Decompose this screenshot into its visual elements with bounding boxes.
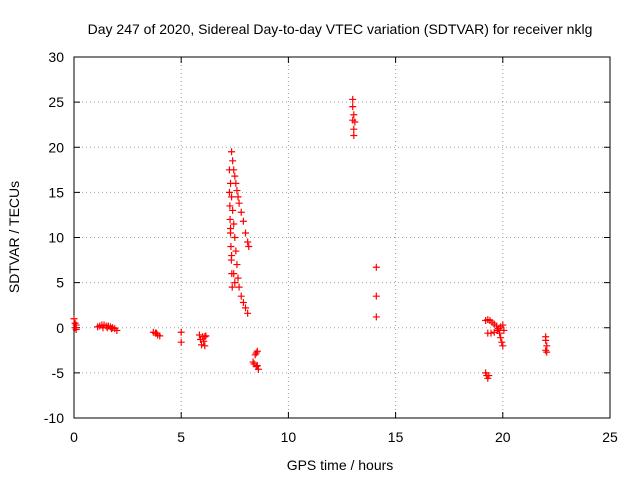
data-point <box>234 274 242 282</box>
data-point <box>233 187 241 195</box>
data-point <box>372 313 380 321</box>
data-point <box>254 365 262 373</box>
data-point <box>543 342 551 350</box>
data-point <box>201 333 209 341</box>
data-point <box>201 342 209 350</box>
data-point <box>233 261 241 269</box>
data-point <box>372 263 380 271</box>
data-point <box>108 325 116 333</box>
data-point <box>227 243 235 251</box>
data-point <box>226 215 234 223</box>
data-point <box>349 103 357 111</box>
data-point <box>253 362 261 370</box>
data-point <box>177 338 185 346</box>
x-tick-label: 15 <box>388 429 404 445</box>
y-tick-label: 30 <box>48 49 64 65</box>
data-point <box>244 309 252 317</box>
data-point <box>153 329 161 337</box>
data-point <box>235 199 243 207</box>
data-point <box>542 336 550 344</box>
x-tick-label: 0 <box>70 429 78 445</box>
data-point <box>113 326 121 334</box>
data-point <box>349 95 357 103</box>
data-point <box>235 283 243 291</box>
data-point <box>497 334 505 342</box>
x-tick-label: 20 <box>495 429 511 445</box>
data-point <box>239 217 247 225</box>
y-tick-label: 0 <box>56 320 64 336</box>
data-point <box>493 326 501 334</box>
data-point <box>351 118 359 126</box>
data-point <box>225 188 233 196</box>
data-point <box>195 331 203 339</box>
data-point <box>234 193 242 201</box>
data-points <box>70 95 551 382</box>
data-point <box>242 304 250 312</box>
data-point <box>232 247 240 255</box>
data-point <box>230 166 238 174</box>
data-point <box>103 324 111 332</box>
data-point <box>252 349 260 357</box>
data-point <box>543 348 551 356</box>
data-point <box>237 292 245 300</box>
data-point <box>490 328 498 336</box>
data-point <box>229 157 237 165</box>
x-tick-label: 25 <box>602 429 618 445</box>
data-point <box>251 351 259 359</box>
data-point <box>228 252 236 260</box>
x-axis-label: GPS time / hours <box>287 457 394 473</box>
x-tick-label: 10 <box>281 429 297 445</box>
y-axis-label: SDTVAR / TECUs <box>6 181 22 293</box>
data-point <box>485 372 493 380</box>
data-point <box>350 132 358 140</box>
data-point <box>72 321 80 329</box>
data-point <box>200 337 208 345</box>
data-point <box>231 234 239 241</box>
axis-ticks: 0 5 10 15 20 25 -10 -5 0 5 10 15 20 25 30 <box>44 49 618 445</box>
data-point <box>237 208 245 216</box>
data-point <box>230 220 238 228</box>
data-point <box>242 229 250 237</box>
data-point <box>227 224 235 232</box>
y-tick-label: 25 <box>48 94 64 110</box>
chart-title: Day 247 of 2020, Sidereal Day-to-day VTE… <box>88 21 593 37</box>
y-tick-label: 5 <box>56 275 64 291</box>
data-point <box>245 243 253 251</box>
data-point <box>177 328 185 336</box>
data-point <box>253 347 261 355</box>
data-point <box>70 315 78 323</box>
data-point <box>228 148 236 156</box>
data-point <box>202 332 210 340</box>
data-point <box>232 179 240 187</box>
data-point <box>231 172 239 180</box>
y-tick-label: -10 <box>44 410 64 426</box>
data-point <box>350 111 358 119</box>
data-point <box>228 283 236 291</box>
data-point <box>249 358 257 366</box>
y-tick-label: -5 <box>52 365 65 381</box>
data-point <box>498 338 506 346</box>
y-tick-label: 15 <box>48 184 64 200</box>
x-tick-label: 5 <box>177 429 185 445</box>
data-point <box>198 341 206 349</box>
data-point <box>372 292 380 300</box>
grid-lines <box>74 57 610 418</box>
data-point <box>229 206 237 214</box>
data-point <box>350 125 358 133</box>
y-tick-label: 10 <box>48 230 64 246</box>
data-point <box>500 326 508 334</box>
data-point <box>542 346 550 354</box>
data-point <box>231 279 239 287</box>
y-tick-label: 20 <box>48 139 64 155</box>
data-point <box>244 238 252 246</box>
data-point <box>239 298 247 306</box>
data-point <box>230 270 238 278</box>
data-point <box>228 193 236 201</box>
data-point <box>499 321 507 329</box>
data-point <box>226 202 234 210</box>
data-point <box>487 329 495 337</box>
data-point <box>499 342 507 350</box>
